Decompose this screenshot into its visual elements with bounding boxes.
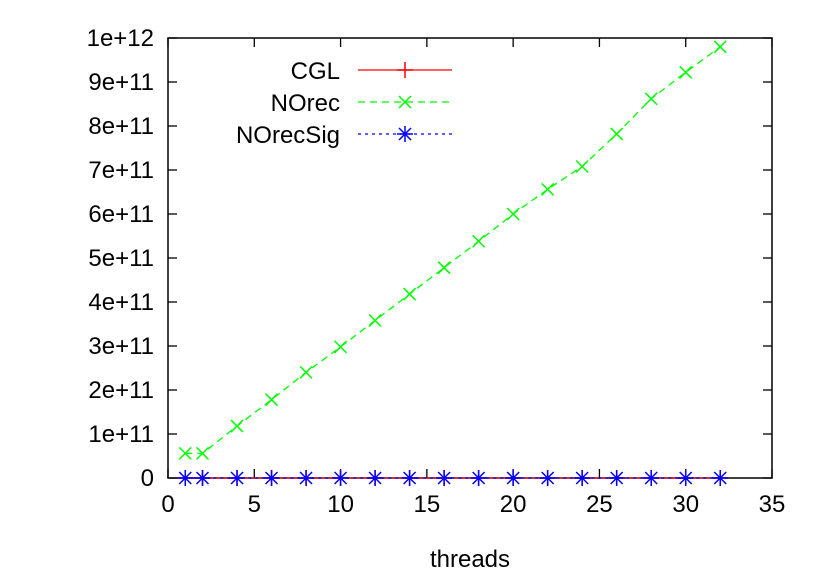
legend-marker xyxy=(397,126,413,142)
x-tick-label: 30 xyxy=(672,491,699,518)
data-point xyxy=(539,470,556,486)
legend-label: NOrecSig xyxy=(236,122,340,149)
y-tick-label: 0 xyxy=(141,465,154,492)
data-point xyxy=(470,470,487,486)
data-point xyxy=(610,127,624,141)
legend-item: NOrecSig xyxy=(236,122,452,149)
data-point xyxy=(643,470,660,486)
data-point xyxy=(265,393,279,407)
x-tick-label: 10 xyxy=(327,491,354,518)
y-tick-label: 9e+11 xyxy=(88,69,154,96)
y-tick-label: 4e+11 xyxy=(88,289,154,316)
data-point xyxy=(298,470,315,486)
data-point xyxy=(677,470,694,486)
plot-frame xyxy=(167,37,773,479)
y-tick-label: 8e+11 xyxy=(88,113,154,140)
x-tick-label: 20 xyxy=(500,491,527,518)
data-point xyxy=(505,470,522,486)
legend-label: NOrec xyxy=(271,90,340,117)
data-point xyxy=(506,207,520,221)
x-tick-label: 35 xyxy=(759,491,786,518)
legend-marker xyxy=(397,62,413,78)
x-tick-label: 0 xyxy=(161,491,174,518)
data-point xyxy=(263,470,280,486)
data-point xyxy=(368,313,382,328)
y-tick-label: 5e+11 xyxy=(88,245,154,272)
data-point xyxy=(437,261,451,275)
legend: CGL NOrec NOrecSig xyxy=(236,58,452,149)
data-point xyxy=(178,446,192,460)
data-point xyxy=(644,92,658,106)
data-point xyxy=(541,182,555,196)
x-tick-label: 15 xyxy=(414,491,441,518)
data-point xyxy=(472,234,486,248)
data-point xyxy=(713,40,727,54)
axes: 0 5 10 15 20 25 30 35 0 1e+11 2e+11 3e+11 4e+11 5e+11… xyxy=(87,25,786,518)
data-point xyxy=(608,470,625,486)
data-point xyxy=(334,340,348,354)
x-tick-label: 25 xyxy=(586,491,613,518)
data-point xyxy=(575,159,589,174)
data-point xyxy=(332,470,349,486)
data-point xyxy=(574,470,591,486)
data-point xyxy=(230,419,244,433)
y-tick-label: 6e+11 xyxy=(88,201,154,228)
y-tick-label: 3e+11 xyxy=(88,333,154,360)
y-tick-label: 7e+11 xyxy=(88,157,154,184)
data-point xyxy=(401,470,418,486)
data-point xyxy=(194,470,211,486)
x-tick-label: 5 xyxy=(248,491,261,518)
data-point xyxy=(436,470,453,486)
legend-marker xyxy=(398,95,412,109)
series-line xyxy=(185,46,721,455)
data-point xyxy=(367,470,384,486)
data-point xyxy=(195,446,210,460)
data-point xyxy=(712,470,729,486)
legend-item: NOrec xyxy=(271,90,452,117)
data-point xyxy=(229,470,246,486)
series-norec xyxy=(178,40,727,460)
series-norecsig xyxy=(177,470,729,486)
data-point xyxy=(403,287,417,301)
legend-item: CGL xyxy=(291,58,452,85)
legend-label: CGL xyxy=(291,58,340,85)
y-tick-label: 2e+11 xyxy=(88,377,154,404)
y-tick-label: 1e+11 xyxy=(88,421,154,448)
series-layer xyxy=(177,40,729,486)
y-tick-label: 1e+12 xyxy=(87,25,154,52)
data-point xyxy=(299,365,313,379)
data-point xyxy=(177,470,194,486)
data-point xyxy=(679,65,693,79)
x-axis-label: threads xyxy=(430,546,510,573)
